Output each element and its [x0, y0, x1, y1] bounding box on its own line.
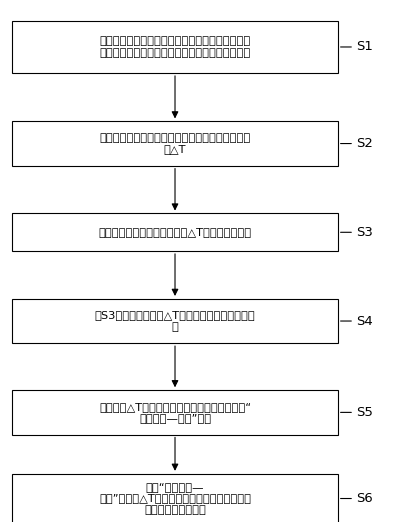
FancyBboxPatch shape — [12, 122, 338, 166]
Text: S1: S1 — [356, 41, 373, 53]
Text: 对温差与△T时间前的负荷电流进行拟合，得到“
负荷电流—温差”曲线: 对温差与△T时间前的负荷电流进行拟合，得到“ 负荷电流—温差”曲线 — [99, 401, 251, 423]
FancyBboxPatch shape — [12, 474, 338, 522]
FancyBboxPatch shape — [12, 299, 338, 343]
Text: 根据“负荷电流—
温差”曲线和△T时间前时刻的变压器油温，预测
下一时刻变压器油温: 根据“负荷电流— 温差”曲线和△T时间前时刻的变压器油温，预测 下一时刻变压器油… — [99, 482, 251, 515]
Text: 将S3计算出的温差与△T时间前的负荷电流进行匹
配: 将S3计算出的温差与△T时间前的负荷电流进行匹 配 — [95, 310, 255, 332]
Text: 根据变压器油温温升时间长度△T，进行温差计算: 根据变压器油温温升时间长度△T，进行温差计算 — [98, 227, 252, 238]
FancyBboxPatch shape — [12, 390, 338, 434]
Text: 根据变压器历史数据，确定变压器油温温升时间长
度△T: 根据变压器历史数据，确定变压器油温温升时间长 度△T — [99, 133, 251, 155]
Text: S3: S3 — [356, 226, 373, 239]
Text: S5: S5 — [356, 406, 373, 419]
Text: S6: S6 — [356, 492, 373, 505]
Text: S4: S4 — [356, 315, 373, 327]
FancyBboxPatch shape — [12, 213, 338, 251]
Text: 获取用于预测变压器油温的变压器历史数据，包括
变压器油温、负荷电流、环境温度以及对应的时间: 获取用于预测变压器油温的变压器历史数据，包括 变压器油温、负荷电流、环境温度以及… — [99, 36, 251, 58]
Text: S2: S2 — [356, 137, 373, 150]
FancyBboxPatch shape — [12, 21, 338, 73]
